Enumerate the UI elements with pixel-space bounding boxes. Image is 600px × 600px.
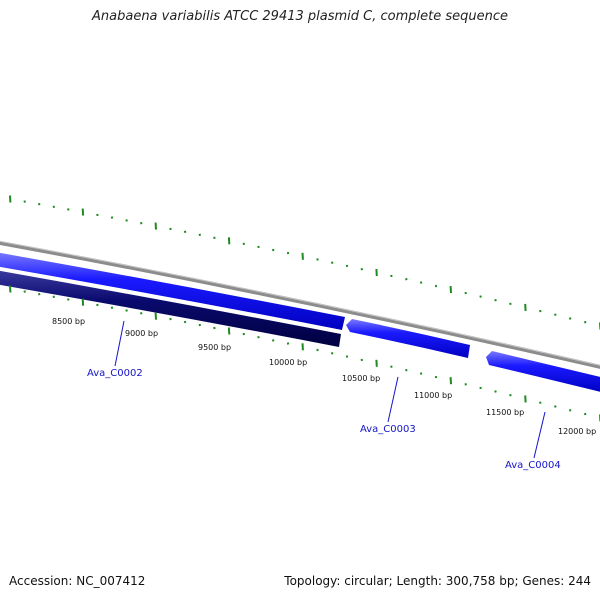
bp-label: 9000 bp (125, 329, 158, 338)
gene-label-leader (387, 376, 399, 423)
gene-label[interactable]: Ava_C0002 (87, 368, 143, 379)
bp-label: 9500 bp (198, 343, 231, 352)
bp-label: 10000 bp (269, 358, 307, 367)
outer-tick-ring (9, 195, 600, 330)
gene-arrow-forward[interactable] (346, 319, 470, 358)
accession-text: Accession: NC_007412 (9, 574, 146, 588)
gene-arrow-forward[interactable] (486, 351, 600, 393)
gene-label[interactable]: Ava_C0004 (505, 460, 561, 471)
gene-label[interactable]: Ava_C0003 (360, 424, 416, 435)
bp-label: 12000 bp (558, 427, 596, 436)
bp-label: 8500 bp (52, 317, 85, 326)
gene-label-leader (533, 411, 546, 459)
bp-label: 11500 bp (486, 408, 524, 417)
backbone-line (0, 240, 600, 369)
bp-label: 11000 bp (414, 391, 452, 400)
bp-label-group: 8500 bp 9000 bp 9500 bp 10000 bp 10500 b… (52, 317, 596, 436)
inner-tick-ring (9, 285, 600, 422)
bp-label: 10500 bp (342, 374, 380, 383)
gene-arrow-forward[interactable] (0, 252, 345, 330)
summary-text: Topology: circular; Length: 300,758 bp; … (284, 574, 591, 588)
backbone-highlight (0, 240, 600, 366)
map-title: Anabaena variabilis ATCC 29413 plasmid C… (92, 9, 508, 24)
gene-label-leader (114, 320, 125, 367)
gene-arrow-reverse[interactable] (0, 270, 341, 347)
